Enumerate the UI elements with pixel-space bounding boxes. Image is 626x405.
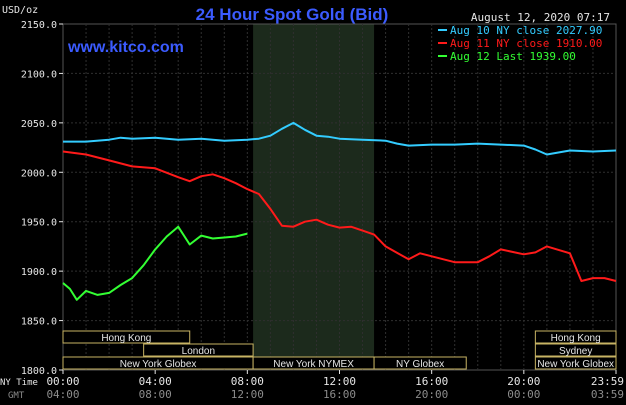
y-tick-label: 2150.0: [21, 20, 57, 31]
legend-entry: Aug 10 NY close 2027.90: [450, 24, 602, 37]
legend-entry: Aug 11 NY close 1910.00: [450, 37, 602, 50]
x-tick-label-ny: 04:00: [139, 375, 172, 388]
session-box: [373, 356, 467, 370]
y-tick-label: 2100.0: [21, 69, 57, 80]
legend-entry: Aug 12 Last 1939.00: [450, 50, 576, 63]
y-tick-label: 1800.0: [21, 366, 57, 377]
x-tick-label-gmt: 08:00: [139, 388, 172, 401]
session-label: Sydney: [559, 346, 592, 357]
x-tick-label-ny: 23:59: [591, 375, 624, 388]
x-tick-label-gmt: 20:00: [415, 388, 448, 401]
series-line-3: [62, 225, 248, 301]
y-tick-label: 2000.0: [21, 168, 57, 179]
session-label: New York Globex: [120, 359, 197, 370]
session-label: NY Globex: [396, 359, 444, 370]
session-box: [534, 356, 617, 370]
x-tick-label-ny: 08:00: [231, 375, 264, 388]
x-tick-label-ny: 20:00: [507, 375, 540, 388]
y-tick-label: 1900.0: [21, 267, 57, 278]
chart-title: 24 Hour Spot Gold (Bid): [196, 5, 389, 24]
y-axis-unit-label: USD/oz: [2, 5, 38, 16]
x-axis-ny-time-label: NY Time: [0, 378, 38, 388]
session-label: London: [182, 346, 215, 357]
session-label: New York Globex: [537, 359, 614, 370]
x-tick-label-ny: 12:00: [323, 375, 356, 388]
session-label: Hong Kong: [551, 333, 601, 344]
y-tick-label: 1950.0: [21, 218, 57, 229]
session-box: [534, 330, 617, 344]
y-tick-label: 2050.0: [21, 119, 57, 130]
x-tick-label-gmt: 00:00: [507, 388, 540, 401]
session-label: New York NYMEX: [273, 359, 354, 370]
session-box: [143, 343, 254, 357]
x-tick-label-gmt: 03:59: [591, 388, 624, 401]
x-tick-label-ny: 00:00: [46, 375, 79, 388]
x-tick-label-gmt: 16:00: [323, 388, 356, 401]
y-tick-label: 1850.0: [21, 317, 57, 328]
session-box: [534, 343, 617, 357]
timestamp: August 12, 2020 07:17: [471, 11, 610, 24]
x-tick-label-gmt: 12:00: [231, 388, 264, 401]
watermark: www.kitco.com: [67, 39, 184, 56]
series-line-1: [63, 121, 617, 156]
session-box: [62, 330, 191, 344]
series-line-2: [62, 150, 617, 282]
x-tick-label-ny: 16:00: [415, 375, 448, 388]
session-label: Hong Kong: [101, 333, 151, 344]
nymex-session-shade: [253, 24, 375, 370]
x-axis-gmt-label: GMT: [8, 391, 25, 401]
x-tick-label-gmt: 04:00: [46, 388, 79, 401]
